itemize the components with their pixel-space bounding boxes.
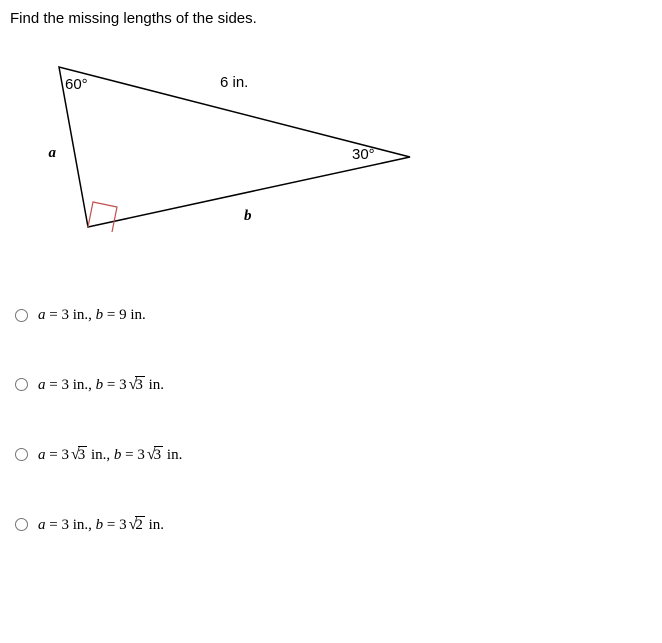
option-2: a = 3 in., b = 3√3 in. xyxy=(10,376,662,394)
option-1: a = 3 in., b = 9 in. xyxy=(10,307,662,324)
svg-text:60°: 60° xyxy=(65,76,88,93)
option-radio-3[interactable] xyxy=(15,448,28,461)
option-label-1: a = 3 in., b = 9 in. xyxy=(38,307,146,324)
option-radio-2[interactable] xyxy=(15,378,28,391)
triangle-svg: 60° 30° 6 in. a b xyxy=(20,57,440,262)
option-label-3: a = 3√3 in., b = 3√3 in. xyxy=(38,446,182,464)
svg-text:6 in.: 6 in. xyxy=(220,74,248,91)
option-3: a = 3√3 in., b = 3√3 in. xyxy=(10,446,662,464)
option-4: a = 3 in., b = 3√2 in. xyxy=(10,516,662,534)
svg-text:30°: 30° xyxy=(352,146,375,163)
option-label-4: a = 3 in., b = 3√2 in. xyxy=(38,516,164,534)
option-radio-1[interactable] xyxy=(15,309,28,322)
question-text: Find the missing lengths of the sides. xyxy=(10,10,662,27)
triangle-diagram: 60° 30° 6 in. a b xyxy=(20,57,662,267)
svg-text:b: b xyxy=(244,208,252,224)
svg-text:a: a xyxy=(49,145,57,161)
answer-options: a = 3 in., b = 9 in. a = 3 in., b = 3√3 i… xyxy=(10,307,662,534)
option-label-2: a = 3 in., b = 3√3 in. xyxy=(38,376,164,394)
option-radio-4[interactable] xyxy=(15,518,28,531)
